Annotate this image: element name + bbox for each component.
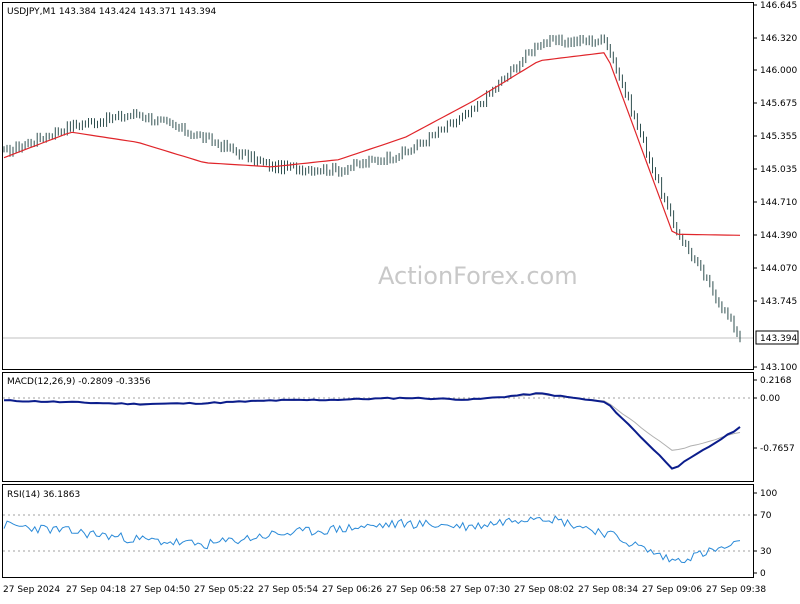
symbol-info-label: USDJPY,M1 143.384 143.424 143.371 143.39… [7, 7, 217, 17]
price-tick: 145.675 [760, 99, 797, 109]
macd-label: MACD(12,26,9) -0.2809 -0.3356 [7, 377, 151, 387]
time-tick: 27 Sep 06:26 [322, 585, 382, 595]
time-tick: 27 Sep 04:18 [66, 585, 126, 595]
rsi-tick: 100 [760, 489, 777, 499]
rsi-tick: 70 [760, 511, 772, 521]
price-tick: 144.070 [760, 264, 797, 274]
macd-tick: 0.00 [760, 394, 780, 404]
price-tick: 143.100 [760, 363, 797, 373]
time-tick: 27 Sep 05:54 [258, 585, 318, 595]
macd-tick: 0.2168 [760, 376, 792, 386]
macd-tick: -0.7657 [760, 444, 795, 454]
time-axis: 27 Sep 2024 27 Sep 04:18 27 Sep 04:50 27… [3, 585, 766, 595]
rsi-label: RSI(14) 36.1863 [7, 490, 80, 500]
current-price-badge: 143.394 [755, 330, 799, 345]
current-price-label: 143.394 [760, 334, 797, 344]
time-tick: 27 Sep 06:58 [386, 585, 446, 595]
time-tick: 27 Sep 08:02 [514, 585, 574, 595]
time-tick: 27 Sep 04:50 [130, 585, 190, 595]
macd-pane-frame [2, 372, 754, 482]
time-tick: 27 Sep 2024 [3, 585, 60, 595]
time-tick: 27 Sep 09:06 [642, 585, 702, 595]
price-tick: 144.710 [760, 198, 797, 208]
time-tick: 27 Sep 05:22 [194, 585, 254, 595]
price-pane-frame [2, 2, 754, 370]
price-tick: 143.745 [760, 297, 797, 307]
rsi-line [3, 515, 741, 564]
time-tick: 27 Sep 09:38 [706, 585, 766, 595]
price-tick: 144.390 [760, 231, 797, 241]
price-axis: 146.645 146.320 146.000 145.675 145.355 … [753, 1, 797, 373]
price-tick: 146.320 [760, 34, 797, 44]
price-bars [3, 34, 741, 343]
time-tick: 27 Sep 08:34 [578, 585, 638, 595]
price-tick: 146.645 [760, 1, 797, 11]
moving-average-line [3, 52, 741, 236]
price-tick: 145.035 [760, 165, 797, 175]
rsi-tick: 0 [760, 569, 766, 579]
price-tick: 146.000 [760, 66, 797, 76]
watermark: ActionForex.com [378, 262, 578, 290]
rsi-tick: 30 [760, 547, 772, 557]
price-tick: 145.355 [760, 132, 797, 142]
rsi-pane-frame [2, 484, 754, 578]
macd-main-line [3, 392, 741, 470]
time-tick: 27 Sep 07:30 [450, 585, 510, 595]
